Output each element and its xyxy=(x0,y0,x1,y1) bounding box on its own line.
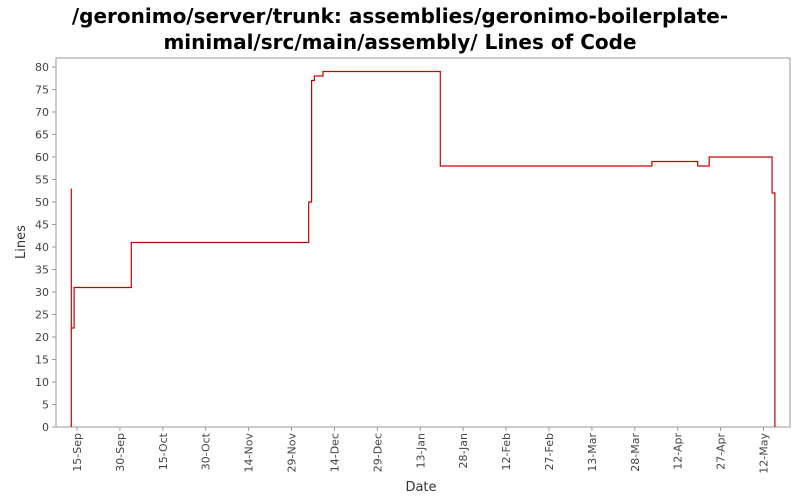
x-tick-label: 15-Oct xyxy=(157,432,170,470)
series-line xyxy=(70,70,776,427)
y-tick-label: 55 xyxy=(35,174,49,187)
y-tick-label: 10 xyxy=(35,376,49,389)
series-group xyxy=(70,70,776,427)
x-tick-label: 27-Apr xyxy=(715,433,728,470)
y-axis: 0 5 10 15 20 25 30 35 40 45 50 55 60 65 70 75 80 xyxy=(35,58,57,434)
x-tick-label: 29-Nov xyxy=(286,433,299,473)
y-tick-label: 75 xyxy=(35,84,49,97)
x-tick-label: 15-Sep xyxy=(71,433,84,472)
y-tick-label: 80 xyxy=(35,61,49,74)
x-tick-label: 28-Mar xyxy=(629,433,642,472)
y-tick-label: 30 xyxy=(35,286,49,299)
y-tick-label: 40 xyxy=(35,241,49,254)
y-tick-label: 60 xyxy=(35,151,49,164)
y-tick-label: 5 xyxy=(42,399,49,412)
x-tick-label: 14-Dec xyxy=(328,433,341,472)
y-tick-label: 35 xyxy=(35,264,49,277)
chart-title-line-1: /geronimo/server/trunk: assemblies/geron… xyxy=(71,4,729,28)
x-tick-label: 12-May xyxy=(758,433,771,474)
y-tick-label: 25 xyxy=(35,309,49,322)
x-tick-label: 12-Feb xyxy=(500,433,513,470)
x-tick-label: 30-Oct xyxy=(200,432,213,470)
y-tick-label: 45 xyxy=(35,219,49,232)
x-tick-label: 13-Mar xyxy=(586,433,599,472)
x-tick-label: 28-Jan xyxy=(457,433,470,469)
chart-title-line-2: minimal/src/main/assembly/ Lines of Code xyxy=(163,30,637,54)
x-axis-label: Date xyxy=(405,480,436,495)
y-axis-label: Lines xyxy=(14,225,29,259)
x-tick-label: 12-Apr xyxy=(672,433,685,470)
x-tick-label: 29-Dec xyxy=(371,433,384,472)
y-tick-label: 20 xyxy=(35,331,49,344)
y-tick-label: 65 xyxy=(35,129,49,142)
x-tick-label: 27-Feb xyxy=(543,433,556,470)
x-tick-label: 30-Sep xyxy=(114,433,127,472)
y-tick-label: 15 xyxy=(35,354,49,367)
y-tick-label: 50 xyxy=(35,196,49,209)
y-tick-label: 0 xyxy=(42,421,49,434)
x-tick-label: 14-Nov xyxy=(243,433,256,473)
y-tick-label: 70 xyxy=(35,106,49,119)
chart-title: /geronimo/server/trunk: assemblies/geron… xyxy=(0,3,800,55)
x-tick-label: 13-Jan xyxy=(414,433,427,469)
x-axis: 15-Sep 30-Sep 15-Oct 30-Oct 14-Nov 29-Nov 14-D… xyxy=(56,426,790,474)
